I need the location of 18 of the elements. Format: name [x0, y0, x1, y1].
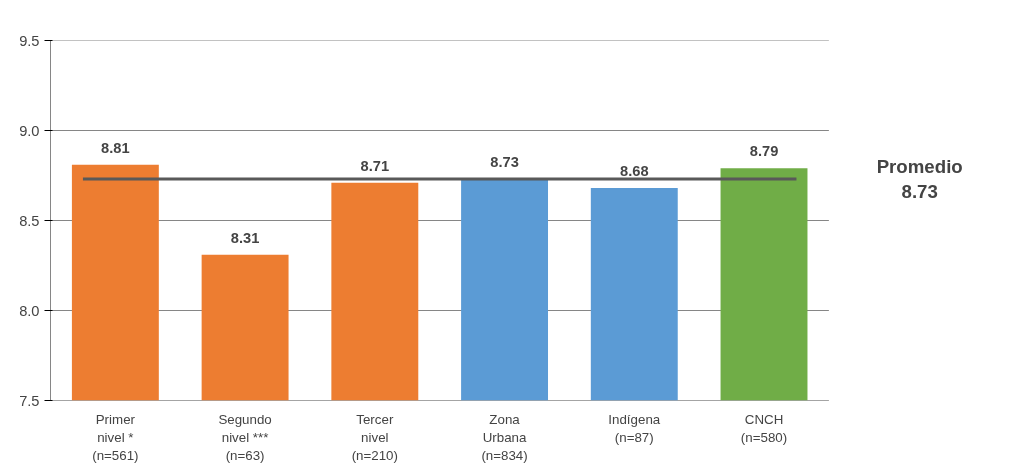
- data-label: 8.79: [749, 143, 779, 160]
- x-tick-label: Segundo nivel *** (n=63): [218, 411, 272, 463]
- x-tick-label: Primer nivel * (n=561): [92, 411, 139, 463]
- x-tick-label: CNCH (n=580): [740, 411, 788, 445]
- data-label: 8.73: [490, 154, 519, 171]
- data-label: 8.81: [101, 139, 130, 156]
- y-tick-label: 8.5: [19, 212, 40, 229]
- x-tick-label: Indígena (n=87): [608, 411, 661, 445]
- data-label: 8.31: [230, 229, 260, 246]
- x-tick-label: Tercer nivel (n=210): [351, 411, 398, 463]
- ref-line-label: Promedio 8.73: [876, 156, 963, 203]
- data-label: 8.71: [360, 157, 390, 174]
- x-tick-label: Zona Urbana (n=834): [481, 411, 528, 463]
- y-tick-label: 9.5: [19, 32, 40, 49]
- y-tick-label: 9.0: [19, 122, 40, 139]
- y-tick-label: 7.5: [19, 392, 40, 409]
- y-tick-label: 8.0: [19, 302, 40, 319]
- data-label: 8.68: [620, 163, 649, 180]
